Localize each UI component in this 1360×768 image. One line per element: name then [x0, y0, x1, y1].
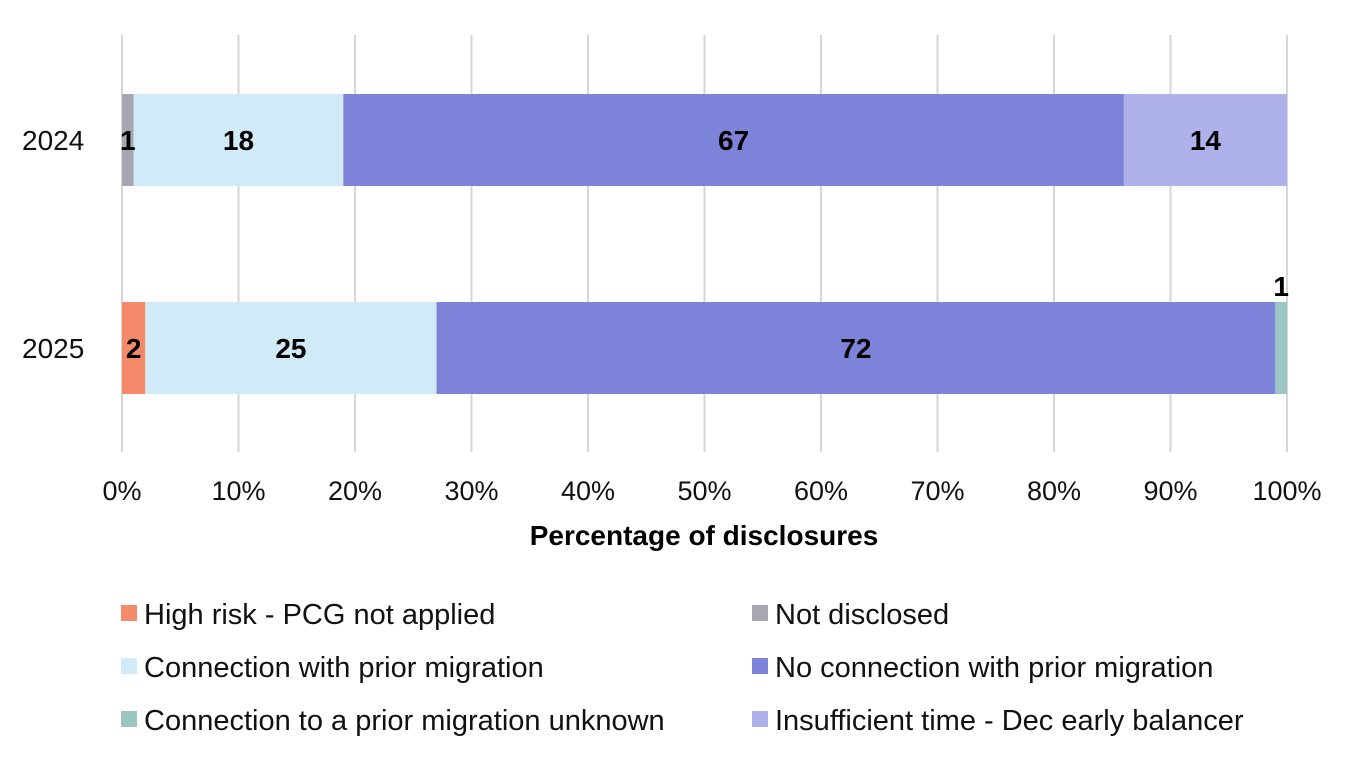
- x-tick-label: 70%: [910, 476, 964, 506]
- x-tick-label: 100%: [1252, 476, 1321, 506]
- x-tick-label: 20%: [328, 476, 382, 506]
- data-label: 72: [840, 333, 871, 364]
- x-tick-label: 80%: [1027, 476, 1081, 506]
- category-label: 2024: [22, 125, 84, 156]
- x-tick-label: 90%: [1143, 476, 1197, 506]
- legend-label: Not disclosed: [775, 599, 949, 631]
- category-axis: 2024 2025: [22, 125, 84, 364]
- data-label: 67: [718, 125, 749, 156]
- legend-swatch: [752, 711, 768, 727]
- legend-swatch: [752, 658, 768, 674]
- legend-swatch: [752, 605, 768, 621]
- data-label: 1: [1273, 271, 1289, 302]
- x-axis-title: Percentage of disclosures: [530, 520, 879, 551]
- legend-swatch: [121, 711, 137, 727]
- bar-segment: [133, 94, 344, 186]
- legend-label: Connection to a prior migration unknown: [144, 705, 665, 737]
- data-label: 1: [120, 125, 136, 156]
- x-tick-label: 10%: [211, 476, 265, 506]
- bar-segment: [1123, 94, 1287, 186]
- x-tick-label: 30%: [444, 476, 498, 506]
- legend-label: Connection with prior migration: [144, 652, 544, 684]
- data-labels: 1 18 67 14 2 25 72 1: [120, 125, 1289, 364]
- bar-segment: [436, 302, 1276, 394]
- x-tick-label: 0%: [102, 476, 141, 506]
- legend-swatch: [121, 605, 137, 621]
- bar-segment: [1275, 302, 1287, 394]
- legend: High risk - PCG not applied Not disclosed…: [121, 599, 1244, 737]
- bar-segment: [122, 302, 146, 394]
- x-tick-label: 40%: [561, 476, 615, 506]
- data-label: 25: [275, 333, 306, 364]
- data-label: 18: [223, 125, 254, 156]
- category-label: 2025: [22, 333, 84, 364]
- bar-segment: [145, 302, 437, 394]
- x-tick-label: 60%: [794, 476, 848, 506]
- x-axis: 0% 10% 20% 30% 40% 50% 60% 70% 80% 90% 100%: [102, 476, 1321, 506]
- legend-label: No connection with prior migration: [775, 652, 1213, 684]
- legend-swatch: [121, 658, 137, 674]
- data-label: 2: [126, 333, 142, 364]
- bar-segment: [122, 94, 134, 186]
- x-tick-label: 50%: [677, 476, 731, 506]
- legend-label: Insufficient time - Dec early balancer: [775, 705, 1244, 737]
- data-label: 14: [1190, 125, 1222, 156]
- bar-segment: [343, 94, 1124, 186]
- bar-area: [122, 94, 1287, 394]
- legend-label: High risk - PCG not applied: [144, 599, 495, 631]
